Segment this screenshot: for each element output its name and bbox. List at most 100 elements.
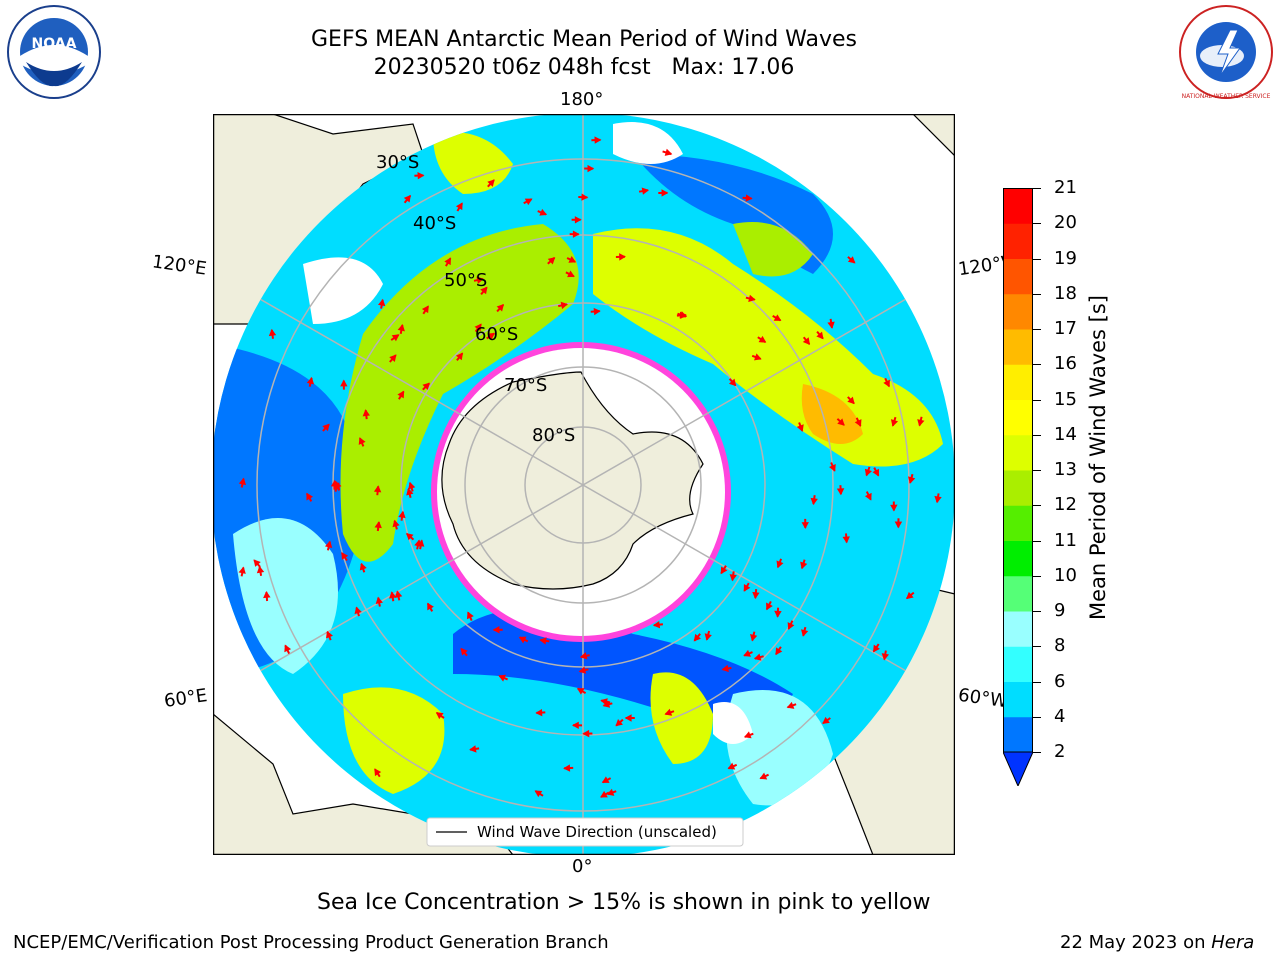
wind-arrow-head [581, 193, 589, 201]
colorbar-tick-mark [1033, 293, 1041, 295]
wind-arrow-head [624, 714, 632, 722]
lon-label-top: 180° [560, 89, 604, 110]
wind-arrow-head [661, 189, 669, 197]
wind-arrow-head [389, 354, 397, 363]
run-system: Hera [1211, 932, 1255, 953]
wind-arrow-head [427, 602, 434, 611]
wind-arrow-head [256, 565, 265, 574]
colorbar-title: Mean Period of Wind Waves [s] [1086, 295, 1110, 620]
wind-arrow-head [810, 497, 818, 506]
wind-arrow-head [284, 644, 292, 653]
colorbar-segment [1003, 681, 1033, 718]
wind-arrow-head [602, 700, 611, 708]
wind-arrow-head [905, 591, 914, 600]
wind-arrow-head [801, 522, 809, 529]
colorbar-segment [1003, 505, 1033, 541]
wind-arrow-head [802, 337, 811, 345]
colorbar-tick-mark [1033, 646, 1041, 648]
lat-label-30s: 30°S [376, 152, 420, 173]
colorbar-tick-label: 21 [1054, 177, 1077, 198]
wind-arrow-head [934, 495, 942, 504]
wind-arrow-head [582, 729, 590, 738]
wind-arrow-head [325, 630, 333, 639]
colorbar-tick-mark [1033, 716, 1041, 718]
wind-arrow-head [894, 521, 903, 529]
wind-arrow-head [800, 561, 808, 570]
run-date: 22 May 2023 on Hera [1060, 932, 1255, 953]
wind-arrow-head [417, 539, 425, 547]
wave-period-map: Wind Wave Direction (unscaled) [212, 113, 956, 856]
wind-arrow-head [801, 629, 809, 637]
colorbar-segment [1003, 434, 1033, 471]
wind-arrow-head [753, 653, 762, 661]
wind-arrow-head [469, 745, 477, 753]
plot-subtitle: 20230520 t06z 048h fcst Max: 17.06 [373, 55, 795, 80]
wind-arrow-head [322, 423, 330, 432]
wind-arrow-head [306, 492, 313, 501]
wind-arrow-head [518, 636, 527, 644]
colorbar-tick-mark [1033, 575, 1041, 577]
wind-arrow-head [397, 390, 405, 399]
svg-text:NOAA: NOAA [32, 36, 77, 52]
wind-arrow-head [720, 566, 728, 575]
wind-arrow-head [836, 488, 845, 496]
lon-label-120e: 120°E [150, 251, 208, 280]
wind-arrow-head [268, 328, 277, 337]
wind-arrow-head [324, 540, 333, 548]
wind-arrow-head [466, 611, 474, 620]
wind-arrow-head [754, 353, 762, 361]
wind-arrow-head [417, 171, 425, 180]
wind-arrow-head [403, 194, 411, 203]
wind-arrow-head [474, 323, 482, 332]
colorbar-tick-label: 14 [1054, 423, 1077, 445]
wind-arrow-head [883, 379, 890, 388]
colorbar-tick-mark [1033, 505, 1041, 507]
colorbar-tick-mark [1033, 540, 1041, 542]
wind-arrow-head [842, 536, 850, 544]
wave-period-field [213, 114, 955, 855]
nws-logo: NATIONAL WEATHER SERVICE [1178, 4, 1274, 100]
colorbar-segment [1003, 188, 1033, 224]
colorbar-tick-label: 13 [1054, 459, 1077, 480]
colorbar-segment [1003, 364, 1033, 400]
wind-arrow-head [881, 653, 890, 661]
colorbar-tick-label: 4 [1054, 705, 1066, 727]
wind-arrow-head [704, 633, 712, 641]
wind-arrow-head [535, 708, 543, 717]
wind-arrow-head [796, 424, 804, 432]
wind-arrow-head [606, 788, 615, 796]
wind-arrow-head [721, 664, 729, 673]
wind-arrow-head [359, 562, 367, 571]
wind-arrow-head [572, 230, 580, 238]
lat-label-50s: 50°S [444, 270, 488, 291]
wind-arrow-head [822, 716, 830, 724]
colorbar-tick-mark [1033, 188, 1041, 189]
wind-arrow-head [238, 566, 246, 574]
wind-arrow-head [615, 719, 623, 727]
wind-arrow-head [652, 621, 661, 629]
lon-label-60w: 60°W [956, 684, 1009, 713]
wind-arrow-head [601, 776, 610, 783]
colorbar-tick-label: 17 [1054, 318, 1077, 339]
wind-arrow-head [476, 276, 484, 284]
wind-arrow-head [619, 253, 626, 261]
wind-arrow-head [787, 622, 795, 630]
colorbar-tick-mark [1033, 752, 1041, 753]
wind-arrow-head [579, 652, 588, 660]
colorbar-segment [1003, 540, 1033, 577]
wind-arrow-head [391, 334, 400, 342]
colorbar-segment [1003, 258, 1033, 295]
wind-arrow-head [306, 376, 315, 385]
wind-arrow-head [567, 270, 575, 278]
svg-text:NATIONAL WEATHER SERVICE: NATIONAL WEATHER SERVICE [1182, 93, 1271, 100]
wind-arrow-head [496, 304, 505, 312]
wind-arrow-head [664, 708, 673, 716]
branch-credit: NCEP/EMC/Verification Post Processing Pr… [13, 932, 609, 953]
colorbar-tick-label: 16 [1054, 353, 1077, 375]
colorbar-tick-label: 19 [1054, 247, 1077, 269]
wind-arrow-head [759, 772, 768, 780]
lat-label-60s: 60°S [475, 324, 519, 345]
wind-arrow-head [444, 257, 451, 266]
plot-title: GEFS MEAN Antarctic Mean Period of Wind … [311, 27, 857, 52]
wind-arrow-head [776, 560, 784, 569]
